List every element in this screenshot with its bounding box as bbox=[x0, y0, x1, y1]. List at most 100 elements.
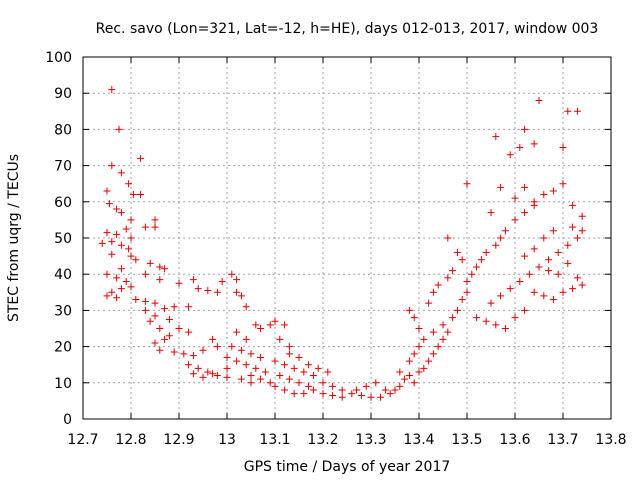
data-point bbox=[353, 386, 361, 394]
data-point bbox=[473, 314, 481, 322]
data-point bbox=[573, 274, 581, 282]
data-point bbox=[117, 285, 125, 293]
data-point bbox=[170, 348, 178, 356]
data-point bbox=[434, 281, 442, 289]
data-point bbox=[295, 353, 303, 361]
data-point bbox=[521, 183, 529, 191]
data-point bbox=[463, 180, 471, 188]
y-tick-label: 0 bbox=[63, 412, 72, 428]
data-point bbox=[463, 277, 471, 285]
data-point bbox=[501, 325, 509, 332]
data-point bbox=[449, 314, 457, 322]
data-point bbox=[290, 364, 298, 372]
data-point bbox=[329, 382, 337, 390]
data-point bbox=[554, 248, 562, 256]
x-tick-label: 13.7 bbox=[547, 432, 578, 448]
data-point bbox=[381, 386, 389, 394]
data-point bbox=[223, 373, 231, 381]
data-point bbox=[204, 368, 212, 376]
data-point bbox=[113, 274, 121, 282]
data-point bbox=[117, 209, 125, 217]
data-point bbox=[165, 332, 173, 340]
data-point bbox=[492, 133, 500, 141]
data-point bbox=[266, 379, 274, 387]
data-point bbox=[180, 350, 188, 358]
data-point bbox=[285, 375, 293, 383]
data-point bbox=[103, 187, 111, 195]
plot-frame bbox=[82, 56, 612, 420]
data-point bbox=[314, 364, 322, 372]
data-point bbox=[156, 276, 164, 284]
data-point bbox=[228, 343, 236, 351]
data-point bbox=[276, 335, 284, 343]
data-point bbox=[540, 292, 548, 300]
data-point bbox=[170, 303, 178, 311]
data-point bbox=[199, 373, 207, 381]
data-point bbox=[506, 151, 514, 159]
data-point bbox=[185, 361, 193, 369]
data-point bbox=[516, 277, 524, 285]
x-tick-label: 13.8 bbox=[595, 432, 626, 448]
data-point bbox=[175, 279, 183, 287]
data-point bbox=[295, 379, 303, 387]
data-point bbox=[391, 386, 399, 394]
data-point bbox=[425, 299, 433, 307]
y-tick-label: 30 bbox=[54, 303, 72, 319]
data-point bbox=[209, 335, 217, 343]
data-point bbox=[276, 372, 284, 380]
data-point bbox=[151, 216, 159, 224]
data-point bbox=[329, 391, 337, 399]
data-point bbox=[468, 270, 476, 278]
data-point bbox=[487, 209, 495, 217]
data-point bbox=[444, 234, 452, 242]
y-tick-label: 20 bbox=[54, 340, 72, 356]
data-points bbox=[98, 86, 586, 401]
data-point bbox=[415, 325, 423, 332]
x-tick-label: 13.6 bbox=[499, 432, 530, 448]
data-point bbox=[319, 390, 327, 398]
data-point bbox=[338, 386, 346, 394]
chart-title: Rec. savo (Lon=321, Lat=-12, h=HE), days… bbox=[96, 21, 599, 37]
x-tick-label: 13.2 bbox=[307, 432, 338, 448]
data-point bbox=[122, 225, 130, 233]
data-point bbox=[257, 375, 265, 383]
data-point bbox=[492, 321, 500, 329]
data-point bbox=[521, 125, 529, 133]
y-tick-label: 60 bbox=[54, 195, 72, 211]
data-point bbox=[564, 241, 572, 249]
x-tick-label: 12.7 bbox=[67, 432, 98, 448]
data-point bbox=[377, 393, 385, 401]
data-point bbox=[396, 368, 404, 376]
data-point bbox=[103, 229, 111, 237]
data-point bbox=[103, 270, 111, 278]
data-point bbox=[242, 303, 250, 311]
data-point bbox=[405, 306, 413, 314]
data-point bbox=[257, 353, 265, 361]
data-point bbox=[108, 250, 116, 258]
data-point bbox=[151, 223, 159, 231]
data-point bbox=[151, 312, 159, 320]
data-point bbox=[497, 183, 505, 191]
data-point bbox=[540, 191, 548, 199]
data-point bbox=[429, 288, 437, 296]
data-point bbox=[141, 297, 149, 305]
data-point bbox=[545, 256, 553, 264]
data-point bbox=[501, 227, 509, 235]
data-point bbox=[141, 223, 149, 231]
data-point bbox=[569, 201, 577, 209]
data-point bbox=[117, 169, 125, 177]
data-point bbox=[549, 296, 557, 304]
data-point bbox=[233, 357, 241, 365]
data-point bbox=[175, 325, 183, 332]
data-point bbox=[497, 292, 505, 300]
data-point bbox=[165, 315, 173, 323]
data-point bbox=[105, 200, 113, 208]
data-point bbox=[487, 299, 495, 307]
data-point bbox=[204, 286, 212, 294]
data-point bbox=[271, 382, 279, 390]
data-point bbox=[108, 162, 116, 170]
data-point bbox=[545, 267, 553, 275]
data-point bbox=[477, 256, 485, 264]
x-tick-label: 13.3 bbox=[355, 432, 386, 448]
data-point bbox=[305, 361, 313, 369]
